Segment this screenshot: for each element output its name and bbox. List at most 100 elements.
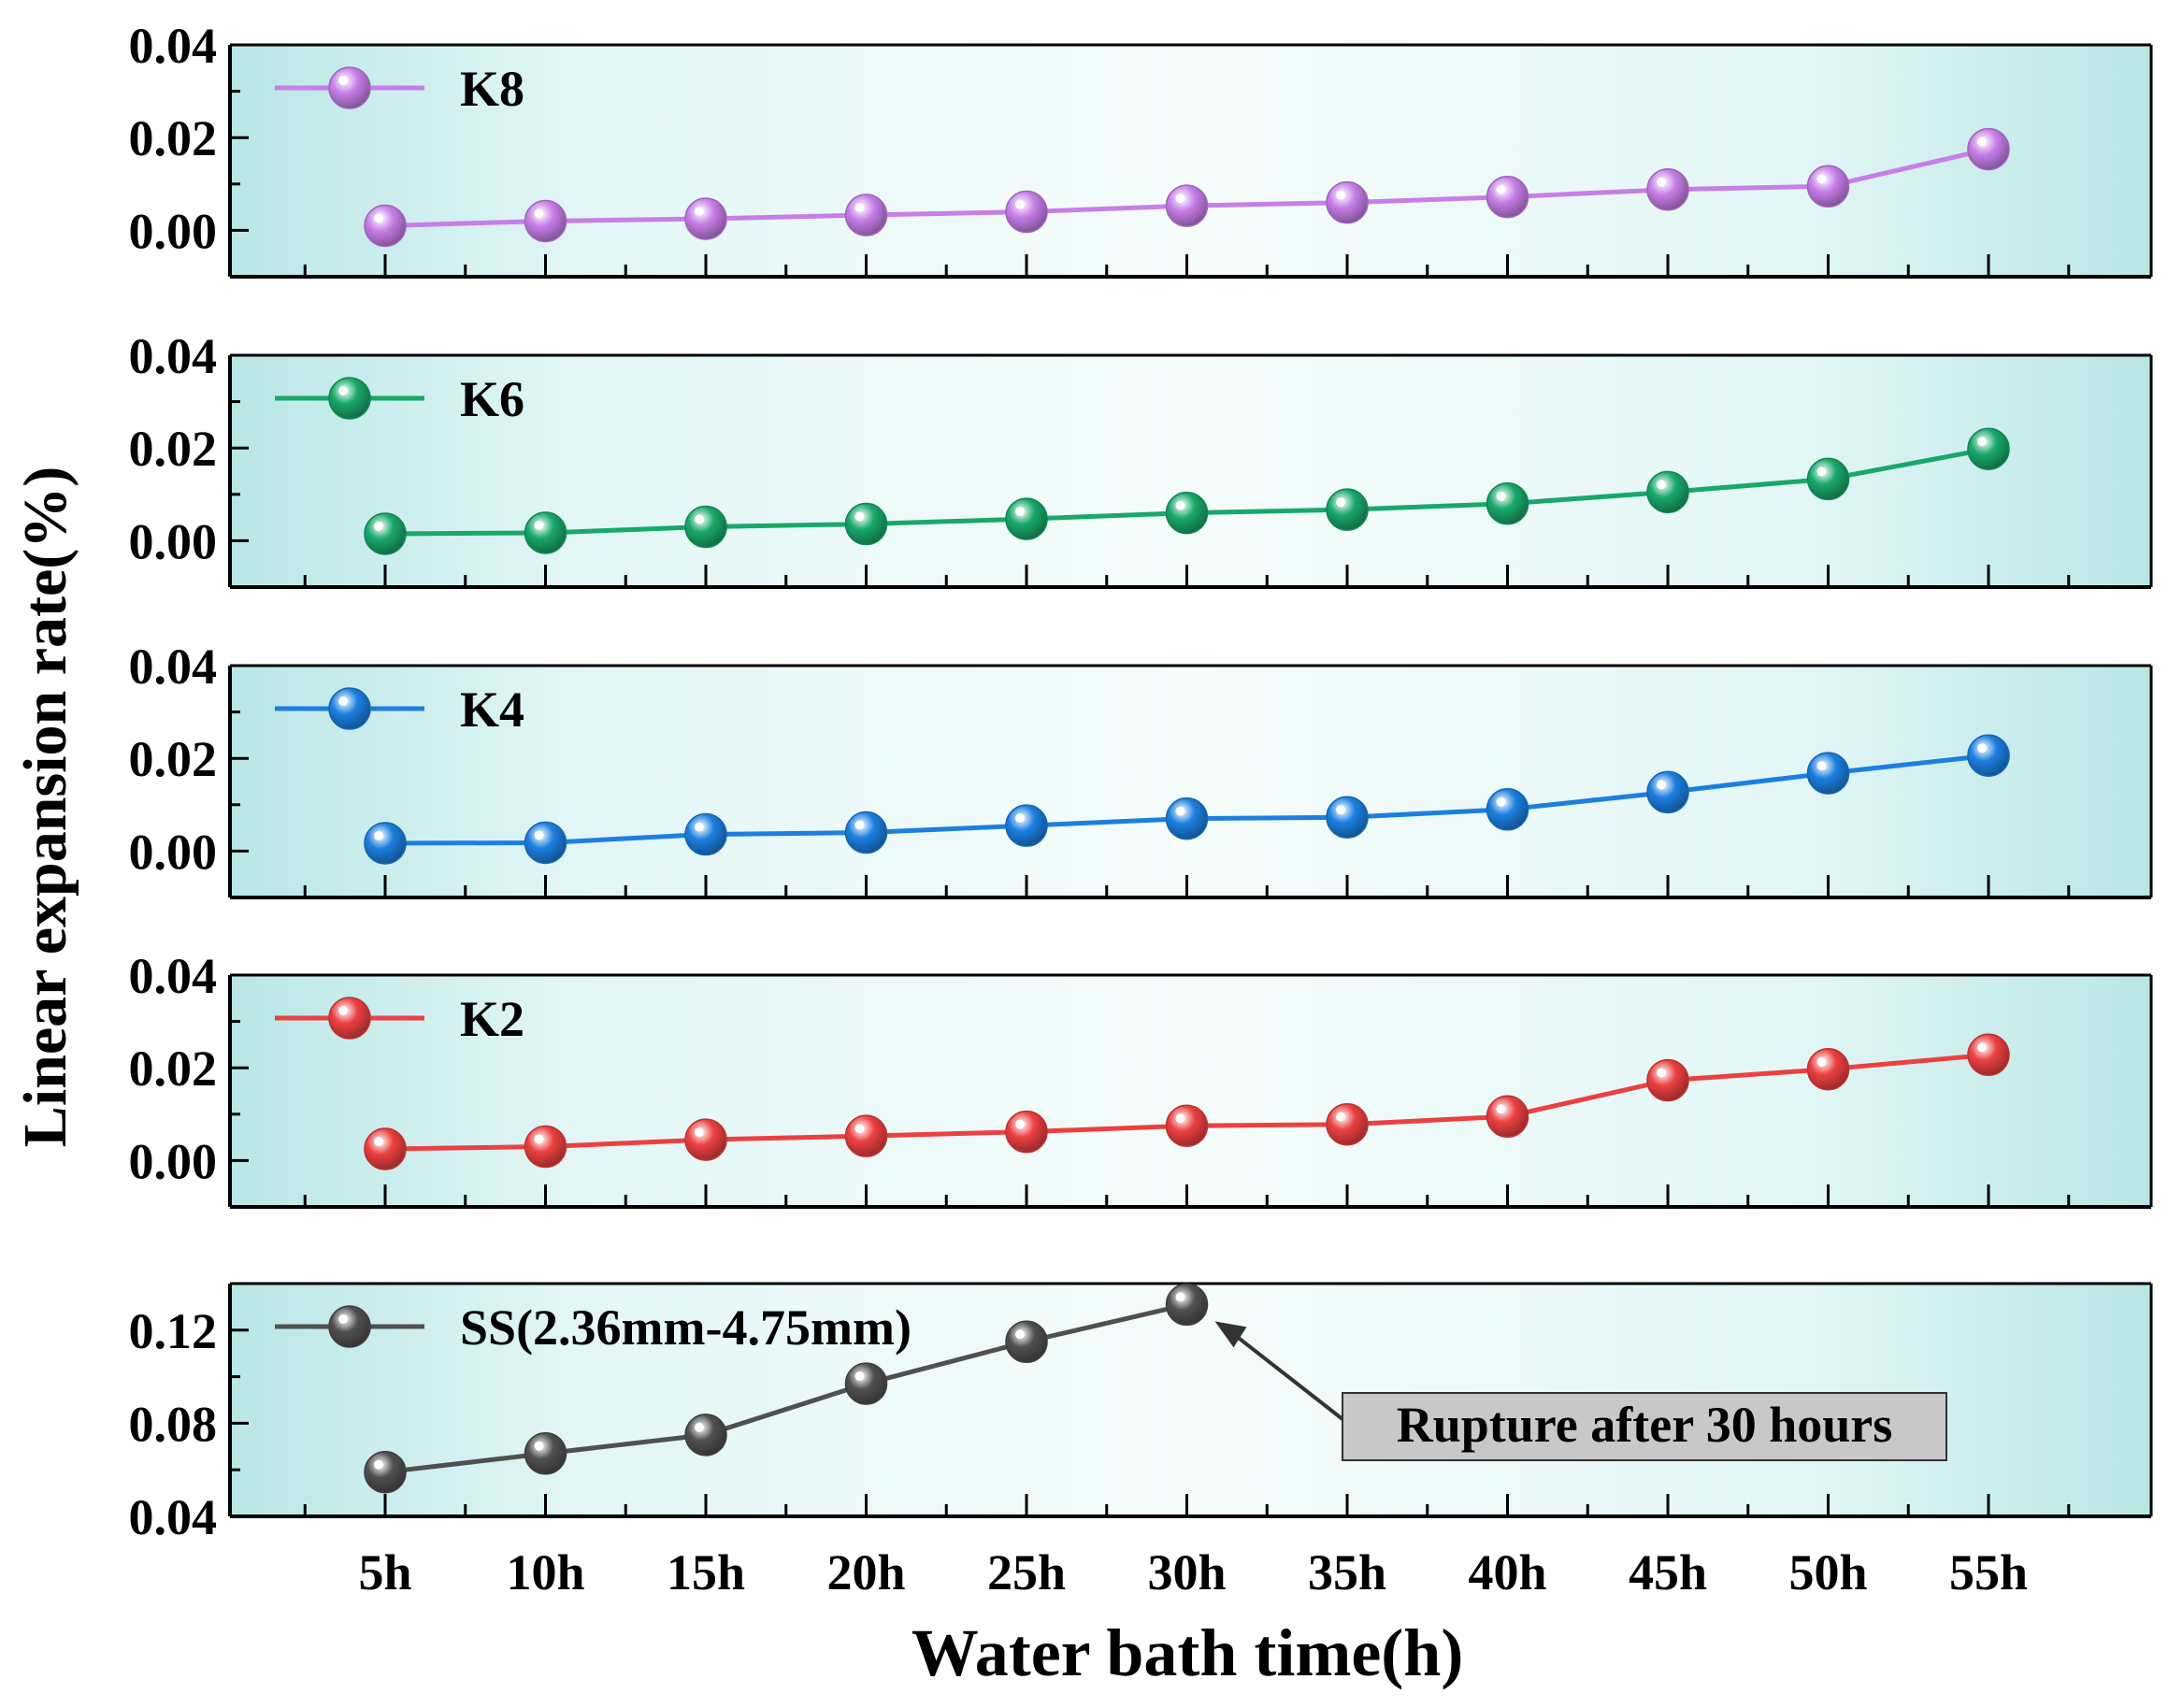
y-tick-label: 0.02 (129, 1041, 218, 1097)
data-point-highlight (534, 830, 544, 840)
data-point (1806, 752, 1850, 795)
y-tick-label: 0.08 (129, 1396, 218, 1452)
legend-label: K8 (460, 61, 524, 117)
y-tick-label: 0.00 (129, 824, 218, 880)
annotation-text: Rupture after 30 hours (1397, 1397, 1893, 1453)
data-point-highlight (534, 520, 544, 530)
legend-marker-highlight (338, 386, 348, 395)
data-point-highlight (1657, 780, 1666, 790)
data-point-highlight (1015, 199, 1025, 209)
data-point-highlight (1977, 437, 1987, 447)
y-tick-label: 0.00 (129, 203, 218, 259)
plot-area (230, 975, 2151, 1207)
x-tick-label: 35h (1308, 1544, 1386, 1600)
data-point (1646, 470, 1689, 514)
legend-label: K6 (460, 371, 524, 427)
data-point (1326, 488, 1369, 531)
y-tick-label: 0.04 (129, 639, 218, 695)
chart-panel: 0.00 0.02 0.04 K6 (129, 328, 2153, 589)
data-point-highlight (374, 1459, 383, 1470)
x-tick-label: 55h (1949, 1544, 2028, 1600)
x-tick-label: 5h (358, 1544, 411, 1600)
data-point (1326, 1102, 1369, 1146)
data-point-highlight (1175, 1292, 1185, 1302)
data-point (364, 1450, 407, 1494)
data-point (1967, 427, 2010, 470)
y-tick-label: 0.04 (129, 1489, 218, 1545)
y-tick-label: 0.04 (129, 948, 218, 1004)
data-point (1165, 184, 1209, 227)
data-point (844, 502, 888, 546)
data-point-highlight (374, 213, 383, 223)
data-point-highlight (854, 511, 865, 522)
data-point-highlight (1496, 184, 1506, 194)
data-point (1967, 734, 2010, 777)
chart-panel: 0.00 0.02 0.04 K4 (129, 639, 2153, 899)
data-point (524, 1125, 567, 1169)
legend-marker (328, 997, 371, 1040)
data-point-highlight (854, 203, 865, 213)
data-point-highlight (1977, 136, 1987, 147)
data-point-highlight (1336, 1112, 1345, 1122)
data-point (1646, 168, 1689, 211)
x-tick-label: 50h (1788, 1544, 1867, 1600)
x-tick-label: 20h (826, 1544, 905, 1600)
data-point (1005, 1320, 1048, 1363)
data-point-highlight (1816, 174, 1827, 184)
data-point (1486, 175, 1529, 219)
data-point-highlight (1657, 1068, 1666, 1078)
data-point (1486, 1095, 1529, 1139)
data-point-highlight (1977, 743, 1987, 754)
chart-panel: 0.00 0.02 0.04 K8 (129, 18, 2153, 279)
legend-marker-highlight (338, 76, 348, 85)
x-tick-labels: 5h 10h 15h 20h 25h 30h 35h 40h 45h 50h 55h (358, 1544, 2028, 1600)
y-tick-label: 0.02 (129, 421, 218, 477)
y-axis-label: Linear expansion rate(%) (11, 466, 79, 1147)
data-point-highlight (374, 1137, 383, 1146)
y-tick-label: 0.02 (129, 731, 218, 787)
data-point (1806, 1047, 1850, 1091)
data-point-highlight (854, 1371, 865, 1382)
data-point-highlight (374, 830, 383, 840)
annotation-arrow-line (1230, 1330, 1344, 1421)
legend-marker-highlight (338, 696, 348, 706)
legend-marker (328, 687, 371, 730)
x-tick-label: 15h (667, 1544, 745, 1600)
legend-marker-highlight (338, 1314, 348, 1324)
x-tick-label: 25h (987, 1544, 1066, 1600)
data-point (1806, 457, 1850, 501)
legend-label: K2 (460, 991, 524, 1047)
chart-panel: 0.04 0.08 0.12 SS(2.36mm-4.75mm) Rupture aft… (129, 1282, 2153, 1545)
data-point (1326, 796, 1369, 839)
data-point (364, 512, 407, 555)
x-tick-label: 45h (1629, 1544, 1707, 1600)
x-axis-label: Water bath time(h) (912, 1615, 1464, 1690)
data-point-highlight (695, 1422, 704, 1432)
y-tick-label: 0.00 (129, 1133, 218, 1189)
data-point-highlight (534, 1441, 544, 1451)
data-point-highlight (1015, 1119, 1025, 1129)
legend-marker (328, 66, 371, 109)
data-point (1806, 165, 1850, 208)
data-point-highlight (695, 1127, 704, 1138)
data-point-highlight (1336, 805, 1345, 815)
y-tick-label: 0.02 (129, 110, 218, 166)
annotation-arrow-head (1214, 1321, 1247, 1348)
data-point (1005, 1110, 1048, 1154)
panels-layer: 0.00 0.02 0.04 K8 0.00 0.02 0.04 K6 0.00 0.02 0.04… (129, 18, 2153, 1545)
data-point (524, 821, 567, 865)
data-point-highlight (695, 514, 704, 524)
legend-marker (328, 377, 371, 420)
data-point-highlight (695, 822, 704, 832)
data-point (684, 197, 727, 240)
data-point (844, 1362, 888, 1405)
data-point-highlight (1175, 806, 1185, 816)
data-point (1967, 127, 2010, 171)
data-point (1326, 180, 1369, 224)
y-tick-label: 0.04 (129, 18, 218, 74)
data-point (1005, 804, 1048, 847)
data-point (1005, 497, 1048, 540)
data-point (684, 1118, 727, 1161)
data-point-highlight (1496, 797, 1506, 807)
y-tick-label: 0.00 (129, 513, 218, 569)
